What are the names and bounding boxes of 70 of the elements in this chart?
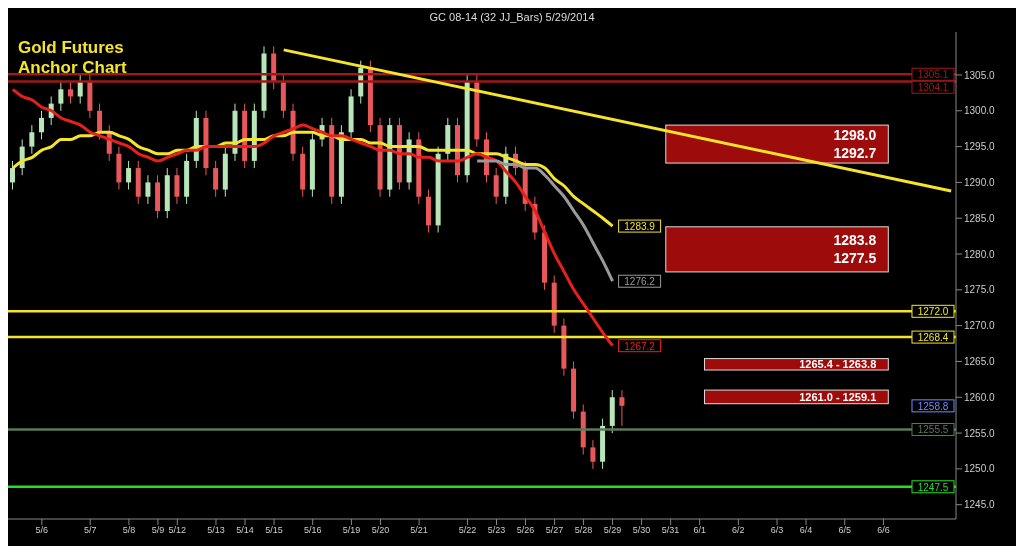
x-tick-label: 5/28 (574, 525, 593, 536)
y-tick-label: 1250.0 (964, 463, 996, 475)
ref-line-label: 1255.5 (917, 424, 949, 436)
y-tick-label: 1265.0 (964, 355, 996, 367)
data-label: 1276.2 (624, 276, 656, 288)
ref-line-label: 1272.0 (917, 306, 949, 318)
y-tick-label: 1275.0 (964, 284, 996, 296)
annotation: Gold Futures Anchor Chart (18, 38, 128, 78)
candlestick (493, 167, 499, 205)
y-tick-label: 1305.0 (964, 69, 996, 81)
band-label: 1265.4 - 1263.8 (799, 358, 877, 371)
x-tick-label: 5/27 (545, 525, 564, 536)
x-tick-label: 5/7 (83, 525, 97, 536)
band-label: 1283.8 1277.5 (833, 232, 877, 267)
x-tick-label: 6/6 (877, 525, 890, 536)
band-label: 1261.0 - 1259.1 (799, 390, 877, 403)
x-tick-label: 5/23 (487, 525, 506, 536)
candlestick (39, 110, 45, 140)
candlestick (77, 74, 83, 105)
x-tick-label: 5/19 (342, 525, 361, 536)
band-label: 1298.0 1292.7 (833, 127, 877, 162)
line-series (11, 87, 615, 348)
x-tick-label: 5/8 (122, 525, 136, 536)
x-tick-label: 6/4 (799, 525, 813, 536)
y-tick-label: 1280.0 (964, 248, 996, 260)
candlestick (590, 439, 596, 470)
x-tick-label: 5/21 (410, 525, 428, 536)
candlestick (29, 124, 35, 155)
ref-line-label: 1247.5 (917, 481, 949, 493)
x-tick-label: 6/3 (770, 525, 784, 536)
x-tick-label: 6/1 (693, 525, 706, 536)
y-tick-label: 1295.0 (964, 141, 996, 153)
data-label: 1267.2 (624, 340, 656, 352)
candlestick (58, 81, 64, 112)
x-tick-label: 5/30 (632, 525, 651, 536)
x-tick-label: 5/20 (371, 525, 390, 536)
x-tick-label: 5/26 (516, 525, 535, 536)
x-tick-label: 5/16 (303, 525, 322, 536)
ref-line-label: 1305.1 (917, 69, 949, 81)
candlestick (10, 160, 15, 191)
text: 1258.8 (917, 400, 949, 412)
y-tick-label: 1260.0 (964, 391, 996, 403)
y-tick-label: 1290.0 (964, 176, 996, 188)
candlestick (145, 174, 151, 205)
y-tick-label: 1300.0 (964, 105, 996, 117)
x-tick-label: 5/9 (151, 525, 165, 536)
y-tick-label: 1245.0 (964, 499, 996, 511)
x-tick-label: 5/31 (661, 525, 680, 536)
x-tick-label: 5/22 (458, 525, 477, 536)
candlestick (213, 160, 219, 198)
x-tick-label: 6/2 (732, 525, 745, 536)
y-tick-label: 1270.0 (964, 320, 996, 332)
candlestick (619, 389, 625, 427)
x-tick-label: 5/15 (265, 525, 283, 536)
candlestick (174, 167, 180, 205)
candlestick (68, 81, 74, 105)
candlestick (126, 160, 132, 191)
chart-title: GC 08-14 (32 JJ_Bars) 5/29/2014 (428, 10, 596, 25)
x-tick-label: 6/5 (838, 525, 852, 536)
x-tick-label: 5/6 (35, 525, 49, 536)
x-tick-label: 5/29 (603, 525, 622, 536)
data-label: 1283.9 (624, 221, 656, 233)
x-tick-label: 5/14 (236, 525, 254, 536)
x-tick-label: 5/12 (168, 525, 187, 536)
y-tick-label: 1285.0 (964, 212, 996, 224)
x-tick-label: 5/13 (207, 525, 225, 536)
candlestick (97, 103, 103, 140)
y-tick-label: 1255.0 (964, 427, 996, 439)
ref-line-label: 1304.1 (917, 82, 949, 94)
ref-line-label: 1268.4 (917, 332, 949, 344)
